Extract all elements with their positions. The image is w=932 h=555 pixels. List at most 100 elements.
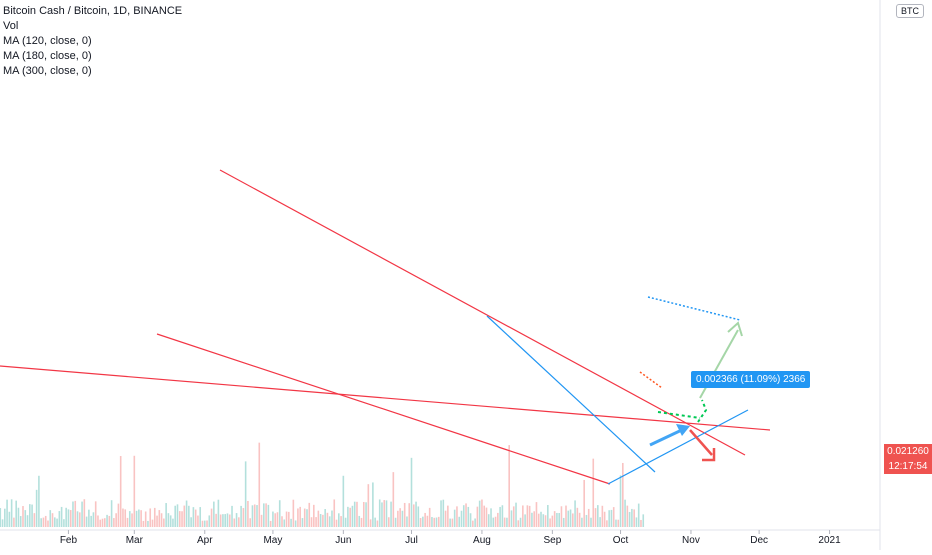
- volume-bar: [226, 513, 229, 527]
- volume-bar: [122, 508, 124, 527]
- x-tick-label: 2021: [818, 535, 841, 546]
- volume-bar: [501, 505, 504, 527]
- volume-bar: [428, 507, 431, 527]
- volume-bar: [587, 508, 590, 527]
- volume-bar: [169, 515, 172, 527]
- volume-bar: [567, 510, 570, 527]
- volume-bar: [401, 510, 404, 527]
- volume-bar: [158, 510, 161, 527]
- volume-bar: [101, 518, 104, 527]
- volume-bar: [38, 475, 40, 527]
- volume-bar: [215, 513, 217, 527]
- volume-bar: [165, 503, 167, 527]
- volume-bar: [228, 514, 231, 527]
- volume-bar: [553, 511, 556, 527]
- volume-bar: [178, 511, 181, 527]
- volume-bar: [33, 513, 36, 527]
- volume-bar: [347, 506, 349, 527]
- arrowhead-green-light: [727, 321, 743, 337]
- volume-bar: [199, 507, 202, 527]
- volume-bar: [303, 508, 306, 527]
- volume-bar: [31, 504, 33, 527]
- volume-bar: [17, 507, 20, 527]
- volume-bar: [35, 489, 38, 527]
- price-range-label: 0.002366 (11.09%) 2366: [691, 371, 811, 388]
- volume-bar: [558, 513, 560, 527]
- ma120-indicator-label[interactable]: MA (120, close, 0): [3, 35, 92, 47]
- volume-bar: [181, 511, 183, 527]
- volume-bar: [249, 518, 251, 527]
- volume-bar: [317, 510, 320, 527]
- volume-bar: [278, 500, 281, 527]
- volume-bar: [128, 511, 131, 527]
- volume-bar: [617, 519, 620, 527]
- volume-bar: [417, 506, 420, 527]
- volume-bar: [149, 508, 152, 527]
- volume-bar: [510, 510, 513, 527]
- volume-bar: [599, 517, 601, 527]
- volume-bar: [458, 516, 461, 527]
- volume-bar: [26, 515, 29, 527]
- volume-bar: [624, 499, 626, 527]
- volume-bar: [6, 499, 8, 527]
- volume-bar: [610, 509, 613, 527]
- volume-bar: [478, 500, 481, 527]
- symbol-title[interactable]: Bitcoin Cash / Bitcoin, 1D, BINANCE: [3, 5, 183, 17]
- volume-bar: [103, 518, 106, 527]
- volume-bar: [190, 517, 192, 527]
- volume-bar: [324, 509, 326, 527]
- volume-bar: [603, 511, 606, 527]
- volume-bar: [403, 502, 406, 527]
- volume-bar: [322, 514, 324, 527]
- x-tick-label: Oct: [613, 535, 629, 546]
- volume-bar: [224, 514, 226, 527]
- vol-indicator-label[interactable]: Vol: [3, 20, 19, 32]
- volume-bar: [72, 501, 74, 527]
- trendline-lower: [156, 333, 611, 485]
- volume-bar: [494, 516, 497, 527]
- volume-bar: [376, 520, 379, 527]
- volume-bar: [342, 475, 345, 527]
- volume-bar: [390, 501, 392, 527]
- volume-bar: [283, 519, 286, 527]
- volume-bar: [562, 517, 565, 527]
- volume-bar: [10, 499, 13, 527]
- volume-bar: [174, 505, 177, 527]
- ma180-indicator-label[interactable]: MA (180, close, 0): [3, 50, 92, 62]
- volume-bar: [642, 514, 645, 527]
- volume-bar: [467, 506, 470, 527]
- volume-bar: [15, 500, 17, 527]
- projection-arrow-red: [689, 429, 713, 456]
- volume-bar: [194, 509, 197, 527]
- volume-bar: [585, 514, 588, 527]
- volume-bar: [565, 505, 567, 527]
- volume-bar: [387, 517, 390, 527]
- chart-legend: Bitcoin Cash / Bitcoin, 1D, BINANCE Vol …: [3, 4, 182, 79]
- currency-button[interactable]: BTC: [896, 4, 924, 18]
- ma300-indicator-label[interactable]: MA (300, close, 0): [3, 65, 92, 77]
- volume-bar: [360, 517, 363, 527]
- volume-bar: [47, 520, 49, 527]
- volume-bar: [344, 517, 347, 527]
- volume-bar: [353, 501, 356, 527]
- volume-bar: [153, 507, 156, 527]
- volume-bar: [572, 513, 574, 527]
- volume-bar: [431, 517, 433, 527]
- volume-bar: [58, 511, 61, 527]
- volume-bar: [106, 514, 108, 527]
- volume-bar: [56, 518, 58, 527]
- volume-bar: [188, 505, 190, 527]
- volume-bar: [294, 520, 297, 527]
- x-tick-label: Mar: [126, 535, 144, 546]
- volume-bar: [19, 516, 22, 527]
- x-tick-label: Dec: [750, 535, 768, 546]
- volume-bar: [378, 499, 381, 527]
- volume-bar: [76, 511, 79, 527]
- volume-bar: [542, 514, 545, 527]
- x-tick-label: Sep: [543, 535, 561, 546]
- volume-bar: [183, 505, 186, 527]
- volume-bar: [531, 512, 533, 527]
- volume-bar: [590, 517, 592, 527]
